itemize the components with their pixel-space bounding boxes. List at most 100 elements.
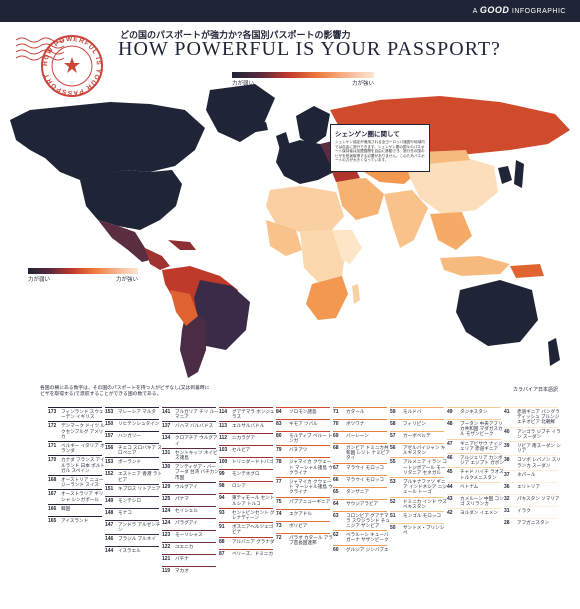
rank-number: 47 bbox=[447, 440, 453, 447]
rank-countries: パキスタン ソマリア bbox=[517, 495, 560, 501]
rank-entry: 77 ジャマイカ クウェート マーシャル諸島 ウクライナ bbox=[276, 477, 334, 495]
rank-number: 123 bbox=[162, 531, 171, 538]
rank-entry: 141 ブルガリア チリ ルーマニア bbox=[162, 406, 220, 420]
rank-number: 69 bbox=[333, 433, 339, 439]
rank-countries: クロアチア ウルグアイ bbox=[175, 435, 218, 446]
rank-number: 83 bbox=[276, 421, 282, 427]
rank-entry: 150 リヒテンシュタイン bbox=[105, 419, 163, 429]
rank-entry: 152 エストニア 香港 ラトビア bbox=[105, 469, 163, 482]
rank-number: 71 bbox=[333, 409, 339, 415]
north-africa bbox=[266, 186, 344, 232]
rank-number: 124 bbox=[162, 519, 171, 526]
rank-entry: 167 オーストラリア ギリシャ シンガポール bbox=[48, 489, 106, 502]
rank-entry: 93 セントビンセント グレナディーン bbox=[219, 507, 277, 520]
indonesia bbox=[440, 256, 510, 276]
rank-entry: 69 バーレーン bbox=[333, 431, 391, 441]
rank-countries: イスラエル bbox=[118, 548, 141, 554]
rank-number: 67 bbox=[333, 464, 339, 471]
rank-countries: サウジアラビア bbox=[346, 500, 379, 506]
rank-countries: タンザニア bbox=[346, 488, 369, 494]
rank-entry: 157 ハンガリー bbox=[105, 431, 163, 441]
credit-text: カラパイア日本語訳 bbox=[513, 387, 558, 393]
rank-countries: 韓国 bbox=[61, 505, 71, 511]
rank-entry: 98 ロシア bbox=[219, 481, 277, 491]
rank-entry: 47 ギニアビサウ ナイジェリア 赤道ギニア bbox=[447, 438, 505, 451]
rank-countries: ネパール bbox=[517, 471, 536, 477]
rank-countries: セイシェル bbox=[175, 507, 198, 513]
rank-entry: 130 アンティグア・バーブーダ 台湾 バチカン市国 bbox=[162, 462, 220, 480]
rank-countries: モルドバ bbox=[403, 409, 422, 414]
rank-countries: ボスニアヘルツェゴビナ bbox=[232, 524, 274, 535]
rank-number: 64 bbox=[333, 500, 339, 507]
rank-entry: 99 モンテネグロ bbox=[219, 469, 277, 479]
rank-entry: 151 キプロス リトアニア bbox=[105, 483, 163, 494]
rank-number: 144 bbox=[105, 548, 114, 555]
rank-countries: モンテシロ bbox=[118, 497, 141, 503]
rank-entry: 70 ボツワナ bbox=[333, 419, 391, 429]
rank-entry: 153 マレーシア マルタ bbox=[105, 407, 163, 417]
rank-number: 80 bbox=[276, 433, 282, 439]
rank-countries: ジャマイカ クウェート マーシャル諸島 ウクライナ bbox=[289, 459, 333, 475]
rank-number: 152 bbox=[105, 471, 114, 478]
korea-japan bbox=[498, 166, 512, 184]
rank-number: 56 bbox=[390, 445, 396, 451]
rank-number: 46 bbox=[447, 455, 453, 462]
rank-countries: デンマーク ドイツ ルクセンブルグ アメリカ bbox=[61, 423, 105, 439]
rank-entry: 44 ベトナム bbox=[447, 481, 505, 492]
rank-column: 141 ブルガリア チリ ルーマニア 137 バハマ バルバドス 134 クロアチア ウル… bbox=[162, 406, 220, 579]
rank-entry: 78 ジャマイカ クウェート マーシャル諸島 ウクライナ bbox=[276, 457, 334, 475]
page-title: HOW POWERFUL IS YOUR PASSPORT? bbox=[118, 38, 501, 60]
rank-countries: ギモア ツバル bbox=[289, 421, 318, 426]
scandinavia bbox=[296, 106, 330, 146]
rank-entry: 112 ニカラグア bbox=[219, 433, 277, 443]
rank-number: 94 bbox=[219, 495, 225, 502]
rank-countries: パラグアイ bbox=[175, 519, 198, 525]
rank-countries: パナマ bbox=[175, 495, 189, 501]
rank-countries: ジャマイカ クウェート マーシャル諸島 ウクライナ bbox=[289, 479, 333, 495]
rank-number: 153 bbox=[105, 459, 114, 466]
rank-number: 153 bbox=[105, 409, 114, 415]
new-zealand bbox=[548, 338, 560, 366]
rank-number: 168 bbox=[48, 477, 57, 484]
rank-number: 41 bbox=[504, 409, 510, 415]
rank-number: 167 bbox=[48, 491, 57, 498]
rank-entry: 59 モルドバ bbox=[390, 407, 448, 417]
rank-number: 88 bbox=[219, 538, 225, 545]
southern-africa bbox=[306, 276, 348, 320]
rank-countries: 東ティモール セントルシア トルコ bbox=[232, 495, 275, 506]
rank-countries: ガンビア ドミニカ共和国 レソト ナミビア タイ bbox=[346, 445, 390, 461]
madagascar bbox=[352, 284, 360, 304]
rank-number: 74 bbox=[276, 510, 282, 517]
rank-entry: 94 東ティモール セントルシア トルコ bbox=[219, 493, 277, 506]
rank-countries: エクアドル bbox=[289, 510, 312, 516]
rank-countries: アンドラ アルゼンチン bbox=[118, 521, 161, 533]
rank-number: 45 bbox=[447, 469, 453, 476]
rank-countries: ニカラグア bbox=[232, 435, 255, 441]
rank-entry: 124 パラグアイ bbox=[162, 517, 220, 528]
rank-entry: 148 モナコ bbox=[105, 507, 163, 518]
rank-countries: ブルガリア チリ ルーマニア bbox=[175, 409, 219, 420]
turkey bbox=[332, 170, 360, 182]
rank-number: 98 bbox=[219, 483, 225, 490]
rank-entry: 171 ベルギー イタリア オランダ bbox=[48, 440, 106, 453]
rank-countries: ベラルーシ キューバ ガーナ サザンビーク bbox=[346, 532, 389, 543]
rank-countries: キプロス リトアニア bbox=[118, 485, 161, 491]
rank-countries: マラウイ モロッコ bbox=[346, 464, 385, 470]
usa bbox=[80, 170, 182, 230]
rank-countries: カタール bbox=[346, 409, 365, 414]
rank-entry: 73 ボリビア bbox=[276, 520, 334, 531]
rank-entry: 123 モーリシャス bbox=[162, 529, 220, 540]
rank-countries: イラク bbox=[517, 507, 531, 513]
rank-countries: アイスランド bbox=[61, 517, 89, 523]
rank-number: 84 bbox=[276, 409, 282, 415]
rank-number: 36 bbox=[504, 483, 510, 490]
rank-countries: エルサルバドル bbox=[232, 423, 265, 429]
rank-countries: チャド ハイチ ラオス トルクメニスタン bbox=[460, 469, 504, 480]
rank-number: 28 bbox=[504, 519, 510, 526]
rank-number: 39 bbox=[504, 443, 510, 450]
rank-number: 166 bbox=[48, 505, 57, 512]
rank-entry: 87 ベリーズ、ドミニカ bbox=[219, 548, 277, 559]
rank-entry: 68 ガンビア ドミニカ共和国 レソト ナミビア タイ bbox=[333, 443, 391, 461]
rank-entry: 156 チェコ スロバキア スロベニア bbox=[105, 442, 163, 455]
rank-countries: マラウイ モロッコ bbox=[346, 476, 385, 482]
